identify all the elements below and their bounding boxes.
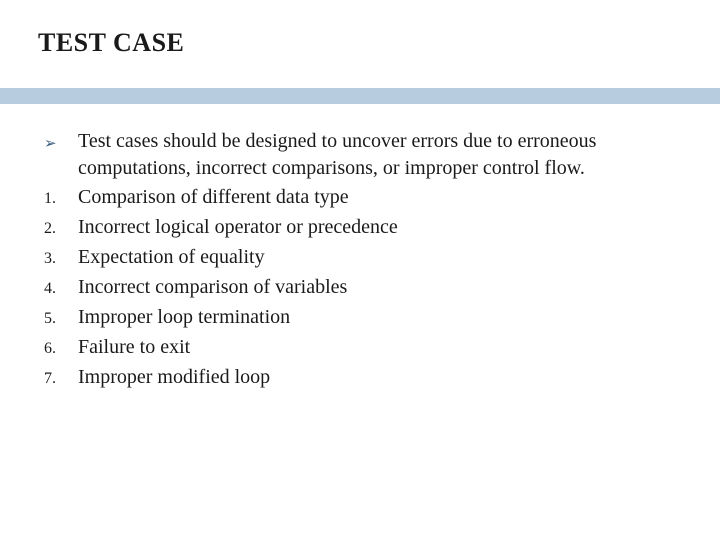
list-item: 2. Incorrect logical operator or precede… bbox=[38, 214, 672, 242]
slide: TEST CASE ➢ Test cases should be designe… bbox=[0, 0, 720, 540]
item-number: 2. bbox=[38, 214, 78, 242]
item-text: Incorrect comparison of variables bbox=[78, 274, 672, 301]
item-text: Improper modified loop bbox=[78, 364, 672, 391]
divider-wrap bbox=[0, 88, 720, 104]
item-text: Failure to exit bbox=[78, 334, 672, 361]
list-item: 4. Incorrect comparison of variables bbox=[38, 274, 672, 302]
intro-text: Test cases should be designed to uncover… bbox=[78, 128, 672, 182]
arrow-bullet-icon: ➢ bbox=[38, 128, 78, 158]
list-item: 3. Expectation of equality bbox=[38, 244, 672, 272]
content-area: ➢ Test cases should be designed to uncov… bbox=[38, 128, 672, 394]
item-text: Comparison of different data type bbox=[78, 184, 672, 211]
item-number: 7. bbox=[38, 364, 78, 392]
list-item: 6. Failure to exit bbox=[38, 334, 672, 362]
slide-title: TEST CASE bbox=[38, 28, 682, 58]
item-text: Improper loop termination bbox=[78, 304, 672, 331]
item-number: 3. bbox=[38, 244, 78, 272]
title-divider-bar bbox=[0, 88, 720, 104]
item-number: 5. bbox=[38, 304, 78, 332]
list-item: 7. Improper modified loop bbox=[38, 364, 672, 392]
item-text: Incorrect logical operator or precedence bbox=[78, 214, 672, 241]
item-number: 1. bbox=[38, 184, 78, 212]
item-number: 6. bbox=[38, 334, 78, 362]
intro-row: ➢ Test cases should be designed to uncov… bbox=[38, 128, 672, 182]
item-text: Expectation of equality bbox=[78, 244, 672, 271]
list-item: 5. Improper loop termination bbox=[38, 304, 672, 332]
item-number: 4. bbox=[38, 274, 78, 302]
list-item: 1. Comparison of different data type bbox=[38, 184, 672, 212]
